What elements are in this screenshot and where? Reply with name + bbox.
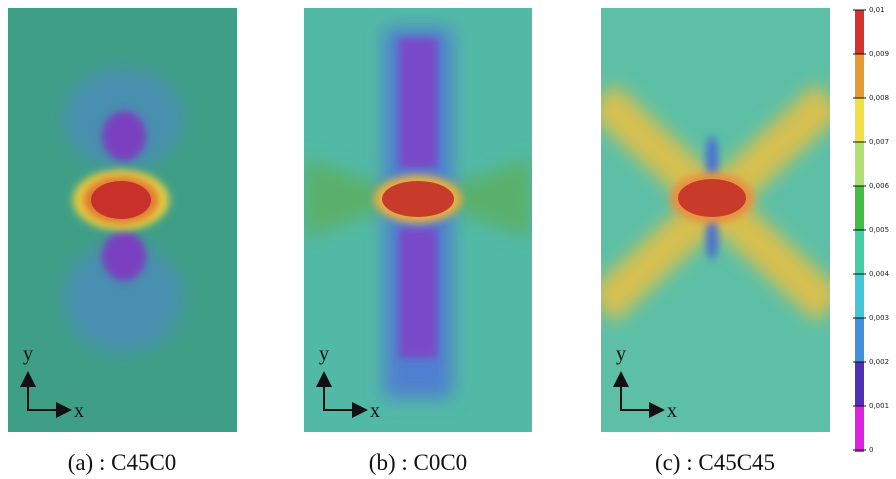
colorbar-label: 0,002 (869, 358, 889, 366)
y-label: y (319, 343, 329, 365)
colorbar-label: 0,007 (869, 138, 889, 146)
y-label: y (616, 343, 626, 365)
colorbar-label: 0,004 (869, 270, 890, 278)
colorbar-label: 0 (869, 446, 873, 454)
panel-b (304, 8, 532, 432)
caption: (a) : C45C0 (68, 450, 177, 475)
y-label: y (23, 343, 33, 365)
colorbar (855, 10, 864, 452)
x-label: x (74, 400, 84, 422)
colorbar-label: 0,003 (869, 314, 889, 322)
x-label: x (667, 400, 677, 422)
colorbar-label: 0,001 (869, 402, 889, 410)
panel-a (8, 8, 237, 432)
colorbar-label: 0,01 (869, 6, 885, 14)
colorbar-label: 0,009 (869, 50, 889, 58)
caption: (c) : C45C45 (655, 450, 775, 475)
caption: (b) : C0C0 (369, 450, 467, 475)
panel-c (601, 8, 830, 432)
colorbar-label: 0,005 (869, 226, 889, 234)
colorbar-label: 0,006 (869, 182, 890, 190)
x-label: x (370, 400, 380, 422)
colorbar-label: 0,008 (869, 94, 889, 102)
